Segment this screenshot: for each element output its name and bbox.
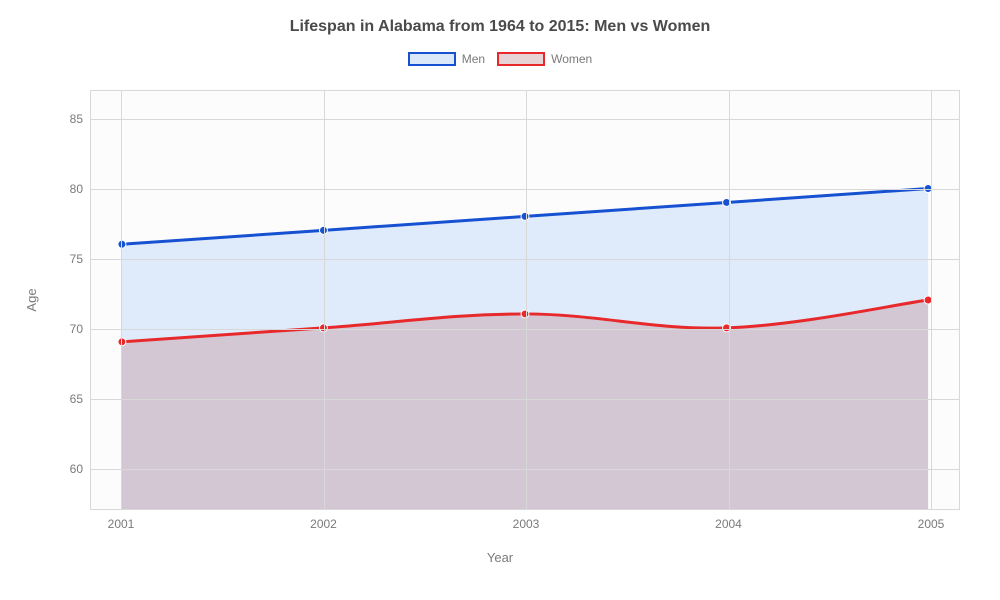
y-tick-label: 80 <box>70 182 91 196</box>
grid-line-h <box>91 259 959 260</box>
y-tick-label: 75 <box>70 252 91 266</box>
y-tick-label: 60 <box>70 462 91 476</box>
grid-line-h <box>91 119 959 120</box>
legend-label-men: Men <box>462 52 485 66</box>
legend-item-men[interactable]: Men <box>408 52 485 66</box>
x-tick-label: 2002 <box>310 509 337 531</box>
chart-container: Lifespan in Alabama from 1964 to 2015: M… <box>0 0 1000 600</box>
grid-line-v <box>121 91 122 509</box>
legend-swatch-men <box>408 52 456 66</box>
grid-line-h <box>91 329 959 330</box>
x-tick-label: 2003 <box>513 509 540 531</box>
x-tick-label: 2004 <box>715 509 742 531</box>
plot-area: 60657075808520012002200320042005 <box>90 90 960 510</box>
x-tick-label: 2001 <box>108 509 135 531</box>
chart-svg <box>91 91 959 509</box>
data-point-men[interactable] <box>521 212 529 220</box>
y-tick-label: 70 <box>70 322 91 336</box>
grid-line-h <box>91 399 959 400</box>
y-tick-label: 85 <box>70 112 91 126</box>
legend-item-women[interactable]: Women <box>497 52 592 66</box>
grid-line-v <box>526 91 527 509</box>
y-tick-label: 65 <box>70 392 91 406</box>
data-point-women[interactable] <box>521 310 529 318</box>
legend-swatch-women <box>497 52 545 66</box>
grid-line-h <box>91 469 959 470</box>
legend: Men Women <box>0 52 1000 66</box>
chart-title: Lifespan in Alabama from 1964 to 2015: M… <box>0 18 1000 36</box>
y-axis-label: Age <box>24 288 39 311</box>
grid-line-h <box>91 189 959 190</box>
grid-line-v <box>931 91 932 509</box>
grid-line-v <box>729 91 730 509</box>
legend-label-women: Women <box>551 52 592 66</box>
x-axis-label: Year <box>487 550 513 565</box>
grid-line-v <box>324 91 325 509</box>
x-tick-label: 2005 <box>918 509 945 531</box>
